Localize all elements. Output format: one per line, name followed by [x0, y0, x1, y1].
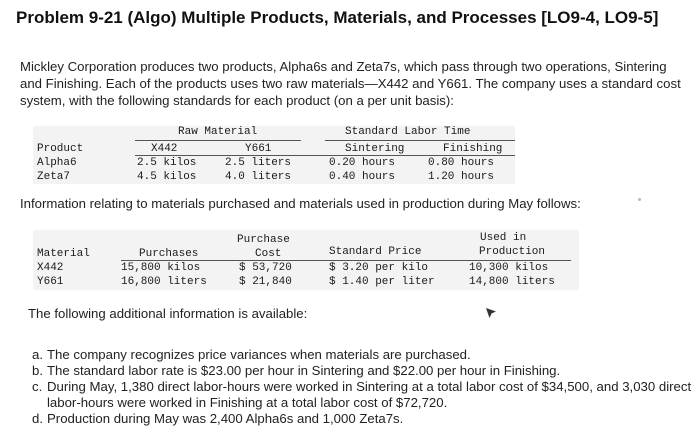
raw-material-group-header: Raw Material: [178, 126, 258, 138]
additional-info-heading: The following additional information is …: [28, 306, 308, 321]
list-item-text: During May, 1,380 direct labor-hours wer…: [47, 379, 692, 410]
list-item: b. The standard labor rate is $23.00 per…: [32, 363, 692, 379]
raw-material-underline: [135, 140, 301, 141]
list-item: a. The company recognizes price variance…: [32, 347, 692, 363]
list-item: c. During May, 1,380 direct labor-hours …: [32, 379, 692, 411]
row-finishing: 1.20 hours: [428, 171, 495, 183]
row-sintering: 0.40 hours: [329, 171, 396, 183]
row-x442: 2.5 kilos: [137, 157, 197, 169]
row-material: X442: [37, 262, 64, 274]
row-sintering: 0.20 hours: [329, 157, 396, 169]
header-underline: [135, 155, 515, 156]
materials-table: Purchase Used in Material Purchases Cost…: [33, 230, 579, 290]
list-item-text: The company recognizes price variances w…: [47, 347, 471, 362]
row-used: 10,300 kilos: [469, 262, 549, 274]
pointer-icon: [485, 306, 497, 324]
row-product: Zeta7: [37, 171, 71, 183]
materials-header-underline: [121, 260, 571, 261]
standards-table: Raw Material Standard Labor Time Product…: [33, 126, 515, 184]
labor-group-header: Standard Labor Time: [345, 126, 471, 138]
row-purchases: 16,800 liters: [121, 276, 207, 288]
header-x442: X442: [151, 143, 178, 155]
header-purchase-cost-line2: Cost: [255, 248, 282, 260]
header-used-line1: Used in: [480, 232, 527, 244]
list-marker: a.: [32, 347, 43, 362]
row-purchases: 15,800 kilos: [121, 262, 201, 274]
header-sintering: Sintering: [345, 143, 405, 155]
labor-underline: [325, 140, 515, 141]
header-purchase-cost-line1: Purchase: [237, 234, 290, 246]
row-y661: 2.5 liters: [225, 157, 292, 169]
header-purchases: Purchases: [139, 248, 199, 260]
header-standard-price: Standard Price: [329, 246, 422, 258]
list-item-text: The standard labor rate is $23.00 per ho…: [47, 363, 561, 378]
cursor-marker: [638, 198, 641, 201]
problem-title: Problem 9-21 (Algo) Multiple Products, M…: [16, 8, 659, 27]
header-used-line2: Production: [479, 246, 546, 258]
row-standard-price: $ 1.40 per liter: [329, 276, 435, 288]
row-x442: 4.5 kilos: [137, 171, 197, 183]
row-standard-price: $ 3.20 per kilo: [329, 262, 429, 274]
row-product: Alpha6: [37, 157, 77, 169]
additional-info-list: a. The company recognizes price variance…: [32, 347, 692, 427]
row-y661: 4.0 liters: [225, 171, 292, 183]
materials-intro-text: Information relating to materials purcha…: [20, 196, 581, 211]
row-cost: $ 53,720: [239, 262, 292, 274]
list-marker: b.: [32, 363, 43, 378]
list-marker: d.: [32, 411, 43, 426]
row-used: 14,800 liters: [469, 276, 555, 288]
header-product: Product: [37, 143, 84, 155]
row-cost: $ 21,840: [239, 276, 292, 288]
header-finishing: Finishing: [443, 143, 503, 155]
row-finishing: 0.80 hours: [428, 157, 495, 169]
list-item-text: Production during May was 2,400 Alpha6s …: [47, 411, 404, 426]
row-material: Y661: [37, 276, 64, 288]
list-marker: c.: [32, 379, 43, 394]
list-item: d. Production during May was 2,400 Alpha…: [32, 411, 692, 427]
intro-paragraph: Mickley Corporation produces two product…: [20, 59, 681, 108]
header-y661: Y661: [245, 143, 272, 155]
header-material: Material: [37, 248, 90, 260]
